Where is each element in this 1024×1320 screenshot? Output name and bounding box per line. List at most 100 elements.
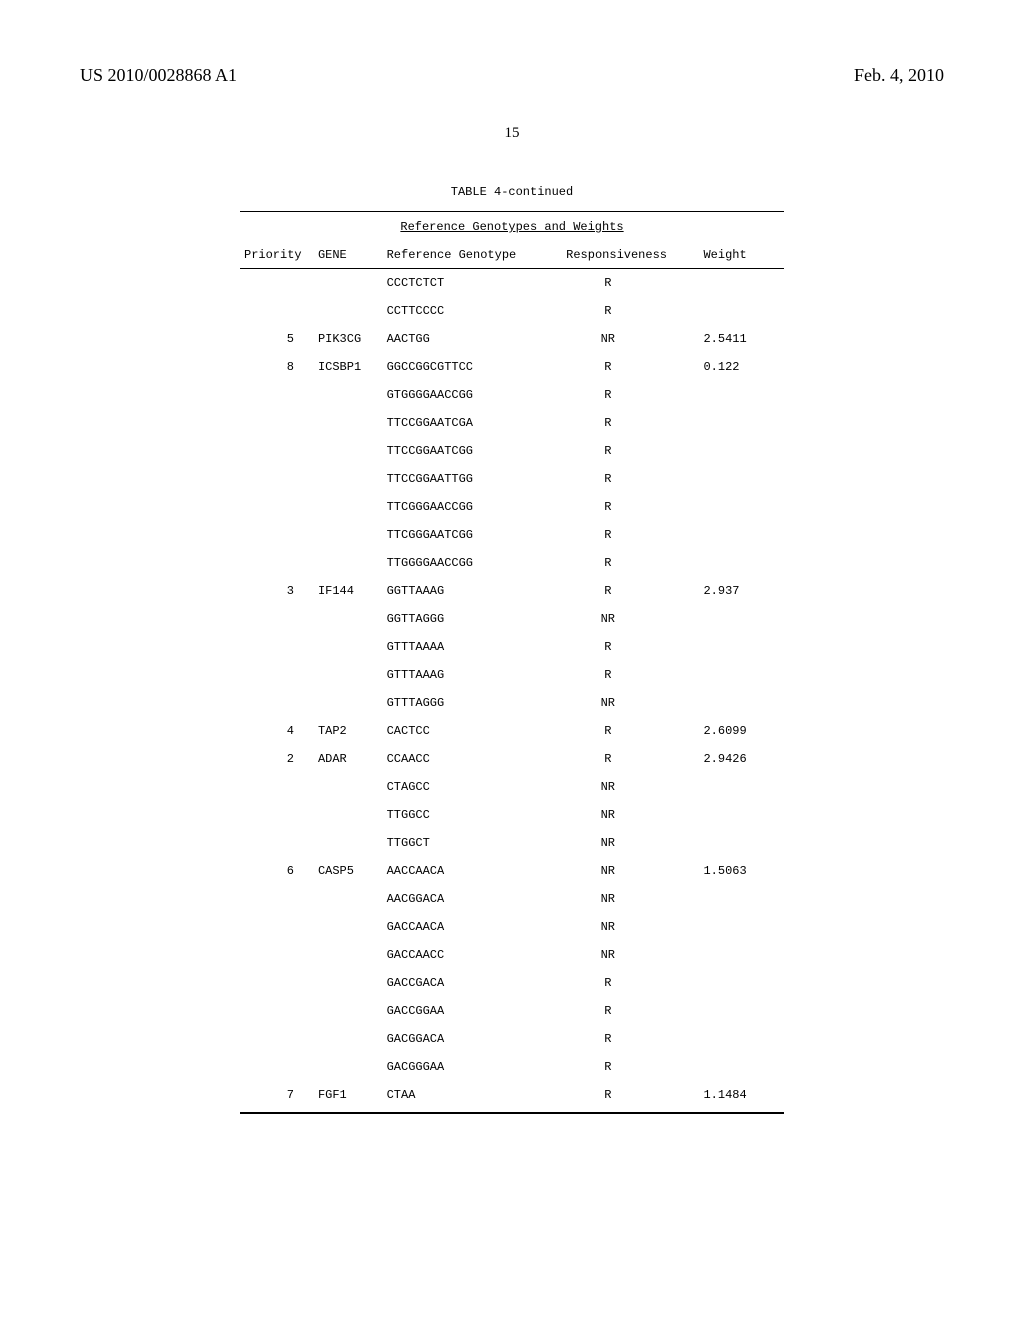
table-row: GTTTAAAGR xyxy=(240,661,784,689)
cell-priority xyxy=(240,521,314,549)
cell-weight xyxy=(699,437,784,465)
cell-gene xyxy=(314,521,383,549)
cell-responsiveness: R xyxy=(562,493,699,521)
cell-responsiveness: NR xyxy=(562,829,699,857)
cell-responsiveness: NR xyxy=(562,605,699,633)
table-row: GACCAACANR xyxy=(240,913,784,941)
table-row: TTCCGGAATTGGR xyxy=(240,465,784,493)
table-row: AACGGACANR xyxy=(240,885,784,913)
col-header-responsiveness: Responsiveness xyxy=(562,242,699,269)
cell-genotype: CCCTCTCT xyxy=(383,269,563,298)
cell-priority xyxy=(240,465,314,493)
cell-gene xyxy=(314,549,383,577)
cell-weight: 1.5063 xyxy=(699,857,784,885)
cell-genotype: TTGGCC xyxy=(383,801,563,829)
cell-priority xyxy=(240,661,314,689)
table-row: CTAGCCNR xyxy=(240,773,784,801)
cell-responsiveness: R xyxy=(562,409,699,437)
table-subtitle: Reference Genotypes and Weights xyxy=(240,212,784,242)
cell-responsiveness: R xyxy=(562,297,699,325)
cell-priority xyxy=(240,381,314,409)
cell-genotype: AACGGACA xyxy=(383,885,563,913)
table-body: CCCTCTCTRCCTTCCCCR5PIK3CGAACTGGNR2.54118… xyxy=(240,269,784,1113)
cell-priority xyxy=(240,269,314,298)
cell-genotype: TTCCGGAATCGA xyxy=(383,409,563,437)
table-row: 5PIK3CGAACTGGNR2.5411 xyxy=(240,325,784,353)
cell-priority: 6 xyxy=(240,857,314,885)
page-header: US 2010/0028868 A1 Feb. 4, 2010 xyxy=(0,65,1024,86)
cell-weight xyxy=(699,829,784,857)
cell-weight: 2.9426 xyxy=(699,745,784,773)
cell-weight xyxy=(699,409,784,437)
cell-gene xyxy=(314,409,383,437)
cell-priority xyxy=(240,801,314,829)
cell-gene xyxy=(314,605,383,633)
cell-responsiveness: R xyxy=(562,969,699,997)
cell-responsiveness: R xyxy=(562,269,699,298)
table-row: TTCGGGAACCGGR xyxy=(240,493,784,521)
cell-weight: 0.122 xyxy=(699,353,784,381)
cell-responsiveness: R xyxy=(562,549,699,577)
table-row: TTCGGGAATCGGR xyxy=(240,521,784,549)
cell-genotype: GTTTAAAG xyxy=(383,661,563,689)
cell-responsiveness: R xyxy=(562,997,699,1025)
cell-responsiveness: R xyxy=(562,633,699,661)
cell-gene xyxy=(314,885,383,913)
cell-gene xyxy=(314,633,383,661)
cell-priority: 7 xyxy=(240,1081,314,1112)
table-title: TABLE 4-continued xyxy=(240,185,784,199)
cell-responsiveness: NR xyxy=(562,885,699,913)
cell-priority xyxy=(240,1053,314,1081)
cell-priority xyxy=(240,969,314,997)
table-row: GTGGGGAACCGGR xyxy=(240,381,784,409)
table-row: GTTTAGGGNR xyxy=(240,689,784,717)
table-row: TTCCGGAATCGGR xyxy=(240,437,784,465)
cell-genotype: GGTTAGGG xyxy=(383,605,563,633)
cell-priority: 3 xyxy=(240,577,314,605)
cell-gene xyxy=(314,997,383,1025)
table-row: TTGGCTNR xyxy=(240,829,784,857)
cell-weight xyxy=(699,773,784,801)
col-header-gene: GENE xyxy=(314,242,383,269)
cell-gene xyxy=(314,689,383,717)
table-row: 8ICSBP1GGCCGGCGTTCCR0.122 xyxy=(240,353,784,381)
col-header-weight: Weight xyxy=(699,242,784,269)
cell-priority xyxy=(240,941,314,969)
cell-weight xyxy=(699,493,784,521)
cell-responsiveness: R xyxy=(562,1053,699,1081)
cell-weight xyxy=(699,1025,784,1053)
table-row: GGTTAGGGNR xyxy=(240,605,784,633)
cell-weight xyxy=(699,969,784,997)
cell-gene xyxy=(314,913,383,941)
table-row: GACCGGAAR xyxy=(240,997,784,1025)
cell-weight xyxy=(699,941,784,969)
cell-gene xyxy=(314,465,383,493)
cell-genotype: GACGGACA xyxy=(383,1025,563,1053)
cell-gene xyxy=(314,381,383,409)
table-row: GACCAACCNR xyxy=(240,941,784,969)
cell-gene: PIK3CG xyxy=(314,325,383,353)
reference-genotypes-table: Priority GENE Reference Genotype Respons… xyxy=(240,242,784,1112)
cell-gene xyxy=(314,941,383,969)
table-container: TABLE 4-continued Reference Genotypes an… xyxy=(240,185,784,1114)
cell-priority xyxy=(240,605,314,633)
table-header-row: Priority GENE Reference Genotype Respons… xyxy=(240,242,784,269)
cell-genotype: AACTGG xyxy=(383,325,563,353)
cell-responsiveness: NR xyxy=(562,801,699,829)
table-row: TTGGGGAACCGGR xyxy=(240,549,784,577)
cell-responsiveness: R xyxy=(562,745,699,773)
cell-gene xyxy=(314,493,383,521)
cell-genotype: TTGGCT xyxy=(383,829,563,857)
cell-responsiveness: R xyxy=(562,717,699,745)
cell-responsiveness: R xyxy=(562,1081,699,1112)
cell-priority xyxy=(240,997,314,1025)
cell-weight: 2.5411 xyxy=(699,325,784,353)
cell-genotype: CCAACC xyxy=(383,745,563,773)
cell-genotype: GGTTAAAG xyxy=(383,577,563,605)
cell-genotype: GACCGGAA xyxy=(383,997,563,1025)
cell-genotype: GACCAACC xyxy=(383,941,563,969)
cell-gene xyxy=(314,1025,383,1053)
cell-weight xyxy=(699,801,784,829)
cell-genotype: GACCGACA xyxy=(383,969,563,997)
cell-weight xyxy=(699,913,784,941)
